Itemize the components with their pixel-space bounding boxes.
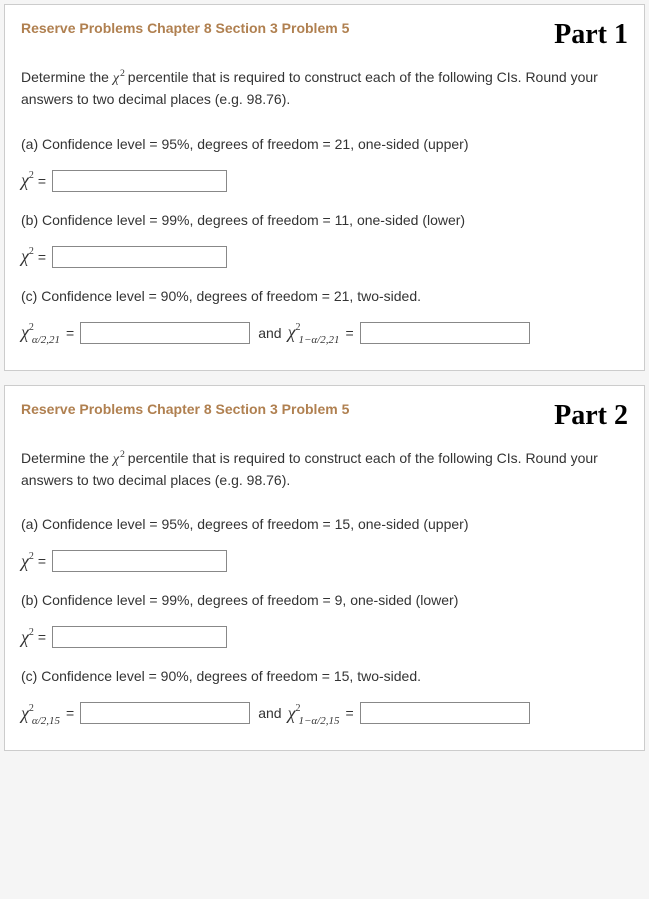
equals-sign: =	[66, 705, 74, 721]
chi-squared-lower: χ21−α/2,15	[288, 703, 342, 724]
prompt-text: Determine the χ2 percentile that is requ…	[21, 448, 628, 491]
equals-sign: =	[38, 249, 46, 265]
chi-squared-var: χ2	[21, 627, 34, 648]
answer-input-2a[interactable]	[52, 550, 227, 572]
chi-squared-upper: χ2α/2,15	[21, 703, 62, 724]
subpart-a: (a) Confidence level = 95%, degrees of f…	[21, 516, 628, 572]
subpart-c-label: (c) Confidence level = 90%, degrees of f…	[21, 288, 628, 304]
subscript-left: α/2,21	[32, 334, 60, 346]
prompt-prefix: Determine the	[21, 69, 113, 85]
chi-squared-lower: χ21−α/2,21	[288, 322, 342, 343]
and-text: and	[258, 325, 281, 341]
subpart-c: (c) Confidence level = 90%, degrees of f…	[21, 288, 628, 344]
problem-panel-1: Reserve Problems Chapter 8 Section 3 Pro…	[4, 4, 645, 371]
header-row: Reserve Problems Chapter 8 Section 3 Pro…	[21, 400, 628, 432]
equals-sign: =	[346, 325, 354, 341]
subpart-c-label: (c) Confidence level = 90%, degrees of f…	[21, 668, 628, 684]
part-label: Part 1	[554, 19, 628, 51]
equals-sign: =	[38, 173, 46, 189]
subpart-b-label: (b) Confidence level = 99%, degrees of f…	[21, 212, 628, 228]
chi-squared-var: χ2	[21, 551, 34, 572]
problem-title: Reserve Problems Chapter 8 Section 3 Pro…	[21, 19, 349, 37]
answer-row-a: χ2 =	[21, 550, 628, 572]
answer-input-1c-lower[interactable]	[360, 322, 530, 344]
answer-row-a: χ2 =	[21, 170, 628, 192]
equals-sign: =	[66, 325, 74, 341]
chi-squared-var: χ2	[21, 246, 34, 267]
header-row: Reserve Problems Chapter 8 Section 3 Pro…	[21, 19, 628, 51]
problem-panel-2: Reserve Problems Chapter 8 Section 3 Pro…	[4, 385, 645, 752]
chi-squared-symbol: χ2	[113, 69, 124, 89]
problem-title: Reserve Problems Chapter 8 Section 3 Pro…	[21, 400, 349, 418]
and-text: and	[258, 705, 281, 721]
subpart-c: (c) Confidence level = 90%, degrees of f…	[21, 668, 628, 724]
answer-input-1c-upper[interactable]	[80, 322, 250, 344]
part-label: Part 2	[554, 400, 628, 432]
answer-row-b: χ2 =	[21, 246, 628, 268]
subpart-a-label: (a) Confidence level = 95%, degrees of f…	[21, 516, 628, 532]
answer-row-c: χ2α/2,21 = and χ21−α/2,21 =	[21, 322, 628, 344]
answer-input-1b[interactable]	[52, 246, 227, 268]
prompt-prefix: Determine the	[21, 450, 113, 466]
subpart-a: (a) Confidence level = 95%, degrees of f…	[21, 136, 628, 192]
answer-input-2c-upper[interactable]	[80, 702, 250, 724]
subscript-right: 1−α/2,15	[298, 715, 339, 727]
equals-sign: =	[38, 553, 46, 569]
subpart-b: (b) Confidence level = 99%, degrees of f…	[21, 592, 628, 648]
equals-sign: =	[346, 705, 354, 721]
chi-squared-upper: χ2α/2,21	[21, 322, 62, 343]
subpart-a-label: (a) Confidence level = 95%, degrees of f…	[21, 136, 628, 152]
chi-squared-var: χ2	[21, 170, 34, 191]
answer-input-2c-lower[interactable]	[360, 702, 530, 724]
answer-row-b: χ2 =	[21, 626, 628, 648]
equals-sign: =	[38, 629, 46, 645]
answer-input-1a[interactable]	[52, 170, 227, 192]
subscript-left: α/2,15	[32, 715, 60, 727]
subpart-b: (b) Confidence level = 99%, degrees of f…	[21, 212, 628, 268]
subscript-right: 1−α/2,21	[298, 334, 339, 346]
answer-row-c: χ2α/2,15 = and χ21−α/2,15 =	[21, 702, 628, 724]
subpart-b-label: (b) Confidence level = 99%, degrees of f…	[21, 592, 628, 608]
answer-input-2b[interactable]	[52, 626, 227, 648]
prompt-text: Determine the χ2 percentile that is requ…	[21, 67, 628, 110]
chi-squared-symbol: χ2	[113, 450, 124, 470]
